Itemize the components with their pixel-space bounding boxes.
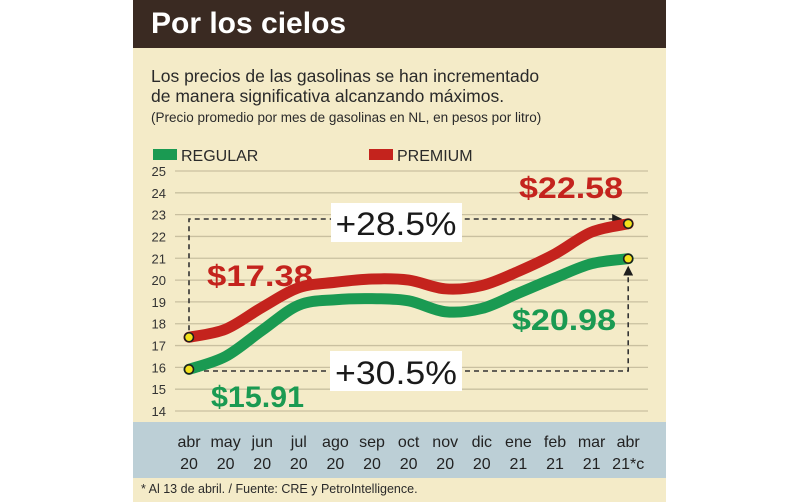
y-tick-label: 25	[152, 164, 166, 179]
regular-end-label: $20.98	[512, 304, 616, 337]
x-tick-label: abr 20	[177, 434, 201, 473]
y-tick-label: 14	[152, 404, 166, 419]
x-tick-year: 21*c	[612, 456, 644, 473]
regular-change-label: +30.5%	[335, 355, 457, 391]
y-tick-label: 21	[152, 251, 166, 266]
x-tick-year: 20	[217, 456, 235, 473]
y-tick-label: 22	[152, 229, 166, 244]
x-tick-year: 20	[363, 456, 381, 473]
y-tick-label: 19	[152, 295, 166, 310]
chart-units-note: (Precio promedio por mes de gasolinas en…	[151, 110, 542, 125]
x-tick-month: nov	[432, 434, 458, 451]
x-tick-label: dic 20	[472, 434, 492, 473]
x-tick-month: feb	[544, 434, 566, 451]
x-tick-month: dic	[472, 434, 492, 451]
premium-end-label: $22.58	[519, 172, 623, 205]
x-tick-year: 20	[436, 456, 454, 473]
x-axis-band	[133, 422, 666, 478]
legend: REGULAR PREMIUM	[153, 148, 473, 165]
legend-swatch	[369, 149, 393, 160]
y-tick-label: 17	[152, 339, 166, 354]
premium-start-label: $17.38	[207, 260, 313, 293]
x-tick-year: 20	[290, 456, 308, 473]
x-tick-year: 21	[510, 456, 528, 473]
series-line-regular	[183, 253, 634, 375]
y-tick-label: 16	[152, 360, 166, 375]
x-tick-month: mar	[578, 434, 606, 451]
x-tick-month: ago	[322, 434, 349, 451]
x-tick-label: ene 21	[505, 434, 532, 473]
endpoint-marker	[183, 364, 195, 375]
x-tick-month: jun	[251, 434, 273, 451]
endpoint-markers	[183, 218, 634, 375]
x-tick-month: may	[210, 434, 240, 451]
x-tick-month: sep	[359, 434, 385, 451]
x-tick-year: 20	[327, 456, 345, 473]
premium-change-label: +28.5%	[336, 206, 457, 242]
endpoint-marker	[622, 218, 634, 230]
y-tick-label: 23	[152, 208, 166, 223]
chart-title: Por los cielos	[151, 7, 347, 40]
chart-subtitle-line-1: Los precios de las gasolinas se han incr…	[151, 66, 540, 86]
series-line-premium	[183, 218, 634, 343]
x-tick-month: abr	[617, 434, 641, 451]
legend-label: PREMIUM	[397, 148, 473, 165]
x-tick-label: abr 21*c	[612, 434, 644, 473]
regular-change-box	[330, 351, 462, 391]
x-tick-label: sep 20	[359, 434, 385, 473]
series-lines	[183, 218, 634, 375]
x-tick-year: 21	[583, 456, 601, 473]
legend-label: REGULAR	[181, 148, 258, 165]
x-tick-year: 20	[473, 456, 491, 473]
x-tick-year: 20	[400, 456, 418, 473]
chart-subtitle-line-2: de manera significativa alcanzando máxim…	[151, 86, 505, 106]
data-labels: $17.38 $22.58 $15.91 $20.98 +28.5% +30.5%	[207, 172, 623, 414]
x-tick-label: jun 20	[251, 434, 273, 473]
x-tick-label: jul 20	[290, 434, 308, 473]
premium-change-box	[331, 203, 462, 242]
x-tick-month: abr	[177, 434, 201, 451]
source-footer: * Al 13 de abril. / Fuente: CRE y PetroI…	[141, 482, 418, 496]
x-tick-label: oct 20	[398, 434, 420, 473]
x-axis-ticks: abr 20 may 20 jun 20 jul 20 ago 20 sep 20 oct 20 nov 20…	[177, 434, 644, 473]
y-tick-label: 20	[152, 273, 166, 288]
x-tick-label: may 20	[210, 434, 240, 473]
x-tick-month: oct	[398, 434, 420, 451]
x-tick-month: jul	[290, 434, 307, 451]
x-tick-label: ago 20	[322, 434, 349, 473]
chart-card	[133, 0, 666, 502]
y-tick-label: 15	[152, 382, 166, 397]
x-tick-year: 20	[180, 456, 198, 473]
endpoint-marker	[622, 253, 634, 265]
x-tick-label: mar 21	[578, 434, 606, 473]
regular-start-label: $15.91	[211, 381, 304, 414]
premium-change-arrow	[188, 214, 623, 331]
x-tick-year: 21	[546, 456, 564, 473]
endpoint-marker	[183, 331, 195, 343]
x-tick-year: 20	[253, 456, 271, 473]
y-tick-label: 24	[152, 186, 166, 201]
x-tick-label: feb 21	[544, 434, 566, 473]
y-axis-ticks: 14 15 16 17 18 19 20 21 22 23 24 25	[152, 164, 166, 419]
legend-swatch	[153, 149, 177, 160]
title-bar	[133, 0, 666, 48]
x-tick-month: ene	[505, 434, 532, 451]
x-tick-label: nov 20	[432, 434, 458, 473]
y-tick-label: 18	[152, 317, 166, 332]
